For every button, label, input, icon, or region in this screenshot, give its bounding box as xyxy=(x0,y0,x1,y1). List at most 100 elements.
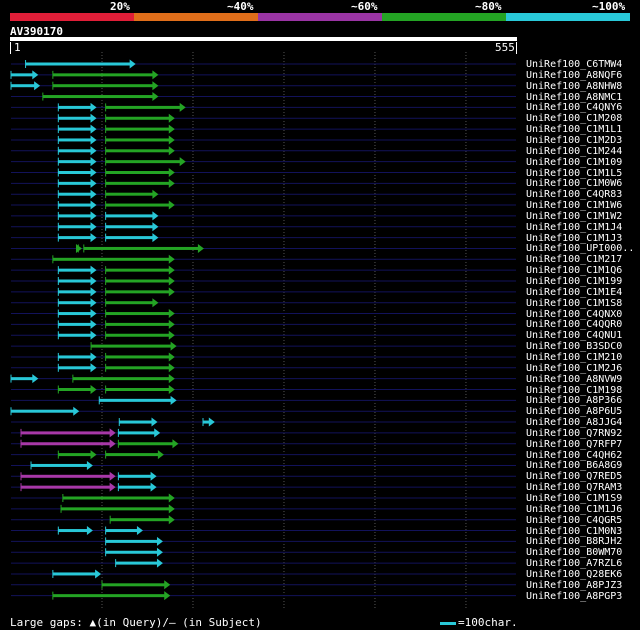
hsp-arrow[interactable] xyxy=(42,92,159,102)
hit-label[interactable]: UniRef100_A8PGP3 xyxy=(526,590,623,602)
hit-label[interactable]: UniRef100_C1M0N3 xyxy=(526,525,623,537)
hsp-arrow[interactable] xyxy=(105,276,175,286)
hsp-arrow[interactable] xyxy=(105,287,175,297)
hsp-arrow[interactable] xyxy=(57,157,97,167)
hit-label[interactable]: UniRef100_A8NVW9 xyxy=(526,373,623,385)
hsp-arrow[interactable] xyxy=(105,536,163,546)
hit-label[interactable]: UniRef100_Q7RFP7 xyxy=(526,438,623,450)
hit-label[interactable]: UniRef100_C1M1L1 xyxy=(526,124,623,136)
hit-label[interactable]: UniRef100_C1M1J4 xyxy=(526,221,623,233)
hit-label[interactable]: UniRef100_C4QNY6 xyxy=(526,102,623,114)
hsp-arrow[interactable] xyxy=(57,233,97,243)
hit-label[interactable]: UniRef100_C6TMW4 xyxy=(526,59,623,70)
hsp-arrow[interactable] xyxy=(57,298,97,308)
hit-label[interactable]: UniRef100_C1M109 xyxy=(526,156,623,168)
hit-label[interactable]: UniRef100_C1M1W6 xyxy=(526,200,623,212)
hit-label[interactable]: UniRef100_A8P366 xyxy=(526,395,623,407)
hsp-arrow[interactable] xyxy=(57,135,97,145)
hsp-arrow[interactable] xyxy=(57,319,97,329)
hit-label[interactable]: UniRef100_C1M1W2 xyxy=(526,210,623,222)
hsp-arrow[interactable] xyxy=(60,504,175,514)
hsp-arrow[interactable] xyxy=(105,547,163,557)
hsp-arrow[interactable] xyxy=(57,287,97,297)
hit-label[interactable]: UniRef100_A8JJG4 xyxy=(526,417,623,429)
hsp-arrow[interactable] xyxy=(105,450,164,460)
hsp-arrow[interactable] xyxy=(105,319,175,329)
hit-label[interactable]: UniRef100_B6A8G9 xyxy=(526,460,623,472)
hit-label[interactable]: UniRef100_C1M1J6 xyxy=(526,503,623,515)
hit-label[interactable]: UniRef100_C4QH62 xyxy=(526,449,623,461)
hsp-arrow[interactable] xyxy=(105,168,175,177)
hsp-arrow[interactable] xyxy=(105,352,175,362)
hsp-arrow[interactable] xyxy=(30,460,93,470)
hsp-arrow[interactable] xyxy=(52,591,171,601)
hsp-arrow[interactable] xyxy=(105,200,175,210)
hsp-arrow[interactable] xyxy=(105,157,186,167)
hsp-arrow[interactable] xyxy=(105,135,175,145)
hsp-arrow[interactable] xyxy=(105,102,186,112)
hit-label[interactable]: UniRef100_C1M208 xyxy=(526,113,623,125)
hsp-arrow[interactable] xyxy=(105,222,159,232)
hsp-arrow[interactable] xyxy=(25,59,136,69)
hsp-arrow[interactable] xyxy=(57,124,97,134)
hit-label[interactable]: UniRef100_C1M1J3 xyxy=(526,232,623,244)
hit-label[interactable]: UniRef100_A8PJZ3 xyxy=(526,579,623,591)
hsp-arrow[interactable] xyxy=(105,178,175,188)
hsp-arrow[interactable] xyxy=(20,439,116,449)
hsp-arrow[interactable] xyxy=(105,298,159,308)
hsp-arrow[interactable] xyxy=(105,189,159,199)
hsp-arrow[interactable] xyxy=(57,309,97,319)
hit-label[interactable]: UniRef100_C4QR83 xyxy=(526,189,623,201)
hit-label[interactable]: UniRef100_Q7RAM3 xyxy=(526,482,623,494)
hsp-arrow[interactable] xyxy=(98,395,177,405)
hsp-arrow[interactable] xyxy=(118,417,158,427)
hsp-arrow[interactable] xyxy=(105,113,175,123)
hit-label[interactable]: UniRef100_A8P6U5 xyxy=(526,406,623,418)
hit-label[interactable]: UniRef100_B0WM70 xyxy=(526,547,623,559)
hit-label[interactable]: UniRef100_C1M199 xyxy=(526,276,623,287)
hsp-arrow[interactable] xyxy=(105,233,159,243)
hit-label[interactable]: UniRef100_C1M210 xyxy=(526,351,623,363)
hit-label[interactable]: UniRef100_C1M2D3 xyxy=(526,134,623,146)
hsp-arrow[interactable] xyxy=(202,417,215,427)
hsp-arrow[interactable] xyxy=(57,265,97,275)
hsp-arrow[interactable] xyxy=(105,330,175,340)
hsp-arrow[interactable] xyxy=(52,569,102,579)
hsp-arrow[interactable] xyxy=(52,70,159,80)
hit-label[interactable]: UniRef100_A8NQF6 xyxy=(526,69,623,81)
hsp-arrow[interactable] xyxy=(101,580,171,590)
hsp-arrow[interactable] xyxy=(57,189,97,199)
hsp-arrow[interactable] xyxy=(20,471,116,481)
hsp-arrow[interactable] xyxy=(20,428,116,438)
hsp-arrow[interactable] xyxy=(57,178,97,188)
hsp-arrow[interactable] xyxy=(117,471,157,481)
hit-label[interactable]: UniRef100_Q7RED5 xyxy=(526,471,623,483)
hsp-arrow[interactable] xyxy=(105,526,143,536)
hsp-arrow[interactable] xyxy=(57,385,97,394)
hsp-arrow[interactable] xyxy=(105,146,175,156)
hit-label[interactable]: UniRef100_C4QQR0 xyxy=(526,319,623,331)
hsp-arrow[interactable] xyxy=(57,168,97,177)
hsp-arrow[interactable] xyxy=(57,526,93,536)
hit-label[interactable]: UniRef100_C1M1L5 xyxy=(526,167,623,179)
hit-label[interactable]: UniRef100_A8NMC1 xyxy=(526,91,623,103)
hsp-arrow[interactable] xyxy=(105,265,175,275)
hsp-arrow[interactable] xyxy=(83,243,204,253)
hit-label[interactable]: UniRef100_Q28EK6 xyxy=(526,568,623,580)
hsp-arrow[interactable] xyxy=(57,330,97,340)
hsp-arrow[interactable] xyxy=(105,211,159,221)
hit-label[interactable]: UniRef100_C4QNU1 xyxy=(526,330,623,342)
hit-label[interactable]: UniRef100_B3SDC0 xyxy=(526,341,623,353)
hsp-arrow[interactable] xyxy=(10,81,41,91)
hsp-arrow[interactable] xyxy=(117,482,157,492)
hsp-arrow[interactable] xyxy=(105,363,175,373)
hsp-arrow[interactable] xyxy=(57,211,97,221)
hsp-arrow[interactable] xyxy=(105,309,175,319)
hsp-arrow[interactable] xyxy=(90,341,177,351)
hsp-arrow[interactable] xyxy=(52,254,175,264)
hit-label[interactable]: UniRef100_C1M244 xyxy=(526,145,623,157)
hsp-arrow[interactable] xyxy=(20,482,116,492)
hsp-arrow[interactable] xyxy=(57,222,97,232)
hsp-arrow[interactable] xyxy=(117,428,161,438)
hit-label[interactable]: UniRef100_C1M1S9 xyxy=(526,493,623,504)
